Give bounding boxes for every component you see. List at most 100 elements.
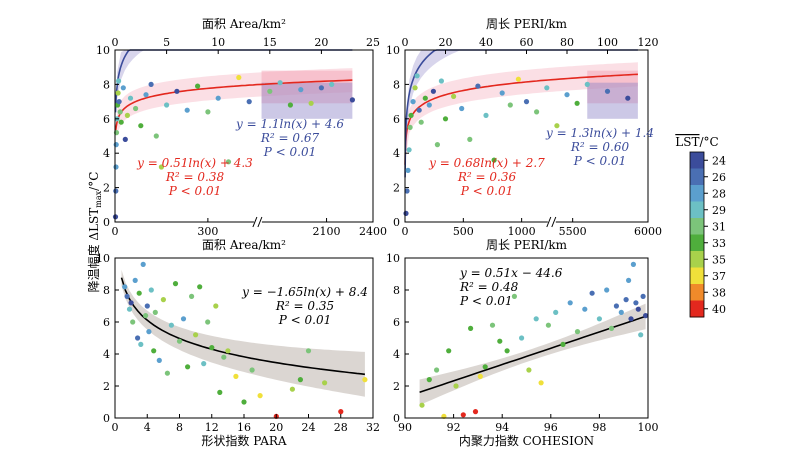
fit-line [120, 277, 365, 376]
data-point [511, 293, 517, 299]
y-tick-label: 0 [103, 216, 110, 229]
data-point [144, 303, 150, 309]
y-tick-label: 10 [96, 44, 110, 57]
data-point [289, 386, 295, 392]
data-point [217, 389, 223, 395]
y-tick-label: 4 [103, 348, 110, 361]
data-point [287, 102, 293, 108]
top-x-tick-label: 60 [520, 36, 534, 49]
y-tick-label: 2 [393, 182, 400, 195]
data-point [430, 88, 436, 94]
data-point [195, 83, 201, 89]
data-point [608, 325, 615, 331]
data-point [442, 116, 449, 122]
plot-frame [114, 257, 374, 419]
data-point [459, 105, 465, 112]
fit-equation: y = 0.51ln(x) + 4.3 [136, 156, 253, 170]
data-point [625, 95, 631, 101]
plot-frame [114, 49, 374, 223]
top-x-axis-title: 周长 PERI/km [486, 17, 568, 31]
data-point [126, 306, 133, 312]
data-point [257, 393, 263, 399]
data-point [533, 316, 539, 322]
data-point [143, 92, 149, 98]
data-point [526, 367, 532, 373]
top-x-tick-label: 100 [597, 36, 618, 49]
x-tick-label: 20 [269, 421, 283, 434]
confidence-band-tail-blue [587, 82, 638, 119]
data-point [564, 92, 570, 98]
data-point [225, 348, 231, 354]
data-point [553, 309, 559, 315]
top-x-tick-label: 25 [366, 36, 380, 49]
colorbar-segment [690, 152, 704, 169]
bottom-x-tick-label: 2400 [359, 225, 387, 238]
colorbar-title: LST/°C [675, 135, 718, 149]
top-x-tick-label: 20 [314, 36, 328, 49]
data-point [574, 100, 580, 106]
data-point [305, 348, 312, 354]
axis-break-mark [252, 216, 258, 228]
bottom-x-tick-label: 5500 [559, 225, 587, 238]
x-tick-label: 16 [237, 421, 251, 434]
data-point [475, 83, 481, 89]
data-point [362, 377, 368, 383]
fit-equation: y = −1.65ln(x) + 8.4 [241, 285, 368, 299]
y-tick-label: 2 [103, 182, 110, 195]
data-point [215, 95, 221, 101]
data-point [233, 373, 239, 379]
y-tick-label: 4 [393, 348, 400, 361]
data-point [582, 306, 588, 312]
data-point [189, 293, 195, 299]
colorbar-tick-label: 38 [712, 286, 726, 299]
bottom-x-tick-label: 0 [402, 225, 409, 238]
data-point [127, 95, 134, 101]
data-point [135, 335, 141, 341]
data-point [534, 109, 540, 115]
data-point [416, 107, 422, 113]
data-point [638, 332, 644, 338]
axis-break-mask [547, 217, 556, 227]
colorbar-segment [690, 300, 704, 318]
data-point [349, 97, 355, 103]
y-tick-label: 6 [103, 113, 110, 126]
data-point [574, 329, 581, 335]
data-point [414, 73, 420, 79]
y-tick-label: 2 [393, 380, 400, 393]
data-point [176, 338, 183, 344]
y-axis-label-unit: /°C [87, 172, 101, 191]
data-point [519, 335, 525, 341]
fit-equation: y = 0.68ln(x) + 2.7 [428, 156, 545, 170]
data-point [482, 364, 488, 370]
confidence-band [121, 269, 365, 397]
data-point [193, 332, 199, 338]
data-point [567, 300, 573, 306]
data-point [120, 85, 126, 91]
data-point [434, 367, 440, 373]
data-point [483, 112, 489, 118]
data-point [297, 377, 303, 383]
colorbar-tick-label: 37 [712, 270, 726, 283]
plot-frame [404, 257, 649, 419]
data-point [419, 402, 425, 408]
bottom-x-tick-label: 500 [453, 225, 474, 238]
data-point [185, 364, 191, 370]
x-tick-label: 100 [638, 421, 659, 434]
colorbar-frame [689, 151, 705, 318]
fit-r-squared: R² = 0.38 [165, 170, 225, 184]
data-point [584, 81, 590, 87]
data-point [460, 412, 466, 418]
colorbar-segment [690, 284, 704, 301]
data-point [596, 316, 603, 322]
data-point [116, 78, 122, 84]
data-point [308, 100, 314, 106]
fit-r-squared: R² = 0.35 [275, 299, 334, 313]
bottom-x-tick-label: 1000 [508, 225, 536, 238]
data-point [560, 341, 566, 347]
confidence-band-tail-blue [261, 82, 353, 119]
data-point [626, 277, 632, 283]
colorbar-tick-label: 28 [712, 187, 726, 200]
data-point [499, 90, 505, 96]
